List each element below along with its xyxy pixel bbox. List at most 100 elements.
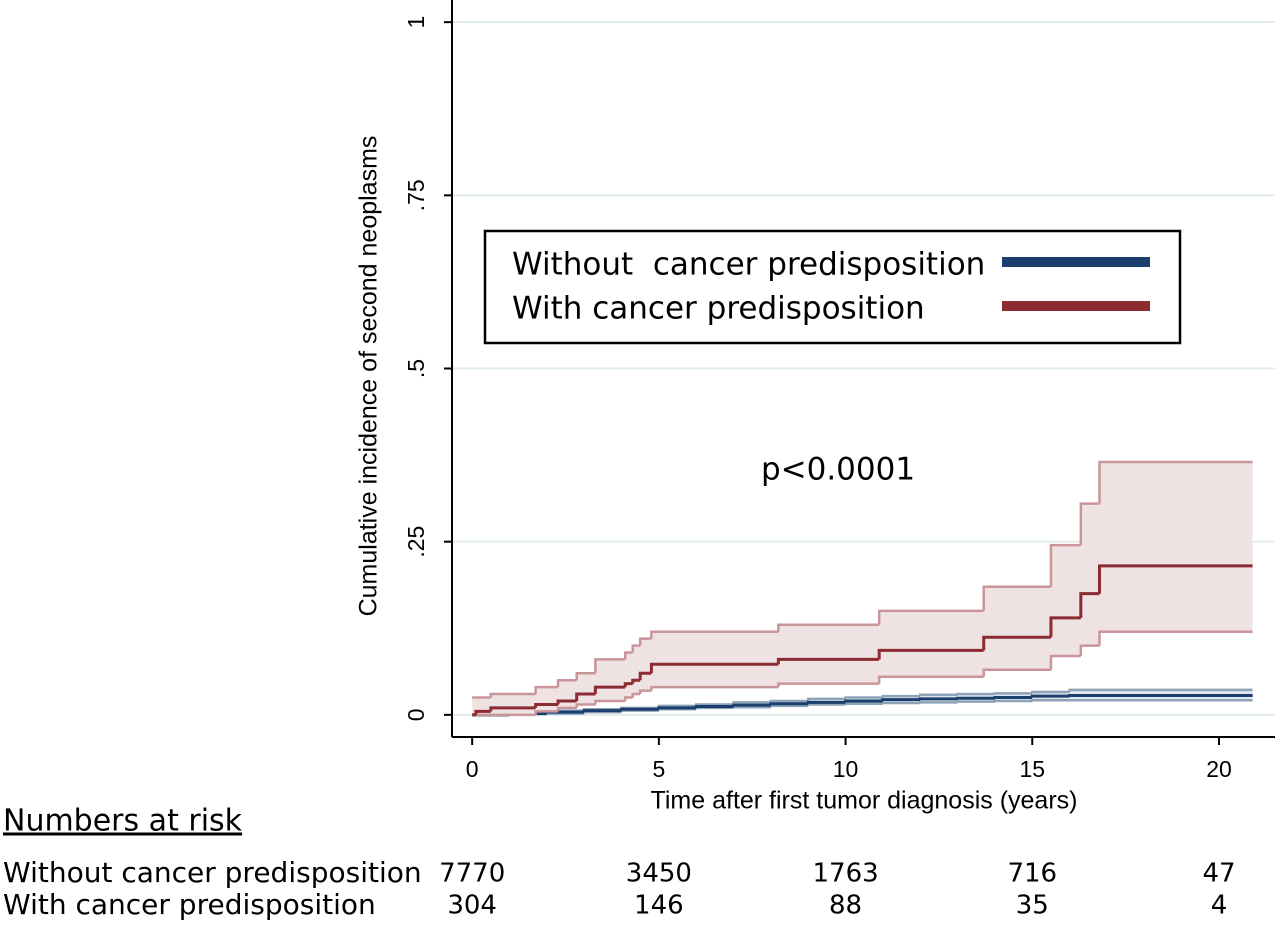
ci-band xyxy=(879,610,984,677)
ci-lower xyxy=(657,708,697,711)
y-tick-label: 0 xyxy=(403,708,429,721)
estimate-line xyxy=(556,699,577,705)
estimate-line xyxy=(649,662,779,674)
ci-lower xyxy=(638,689,652,695)
risk-value: 3450 xyxy=(626,859,692,889)
ci-lower xyxy=(881,701,921,705)
ci-upper xyxy=(982,585,1051,611)
estimate-line xyxy=(623,682,633,688)
y-axis-label: Cumulative incidence of second neoplasms xyxy=(355,136,383,617)
estimate-line xyxy=(769,702,809,706)
y-tick-label: .75 xyxy=(403,179,429,211)
estimate-line xyxy=(806,700,846,704)
x-tick-label: 20 xyxy=(1206,756,1232,782)
estimate-line xyxy=(1079,592,1100,618)
risk-value: 1763 xyxy=(812,859,878,889)
ci-band xyxy=(778,624,880,684)
risk-value: 304 xyxy=(447,891,497,921)
ci-lower xyxy=(694,706,734,710)
estimate-line xyxy=(956,696,995,700)
ci-band xyxy=(651,631,779,688)
ci-lower xyxy=(993,699,1033,703)
risk-table-title: Numbers at risk xyxy=(3,804,243,839)
ci-upper xyxy=(624,651,633,660)
ci-upper xyxy=(956,692,995,696)
ci-lower xyxy=(982,668,1051,677)
ci-upper xyxy=(993,692,1033,695)
ci-band xyxy=(1080,503,1100,646)
ci-lower xyxy=(650,685,779,691)
ci-upper xyxy=(556,678,577,688)
ci-lower xyxy=(877,675,984,684)
ci-lower xyxy=(1098,630,1253,646)
ci-upper xyxy=(1031,690,1070,694)
ci-upper xyxy=(1049,543,1081,587)
estimate-line xyxy=(1097,564,1253,594)
ci-band xyxy=(576,673,596,705)
ci-upper xyxy=(489,692,536,698)
estimate-line xyxy=(1030,694,1070,698)
ci-band xyxy=(625,652,633,698)
ci-lower xyxy=(631,692,641,698)
ci-lower xyxy=(769,704,809,708)
risk-value: 47 xyxy=(1202,859,1235,889)
ci-lower xyxy=(844,702,883,706)
ci-upper xyxy=(1098,460,1253,504)
estimate-line xyxy=(631,678,641,684)
legend-label: With cancer predisposition xyxy=(512,291,925,327)
ci-upper xyxy=(594,658,626,674)
ci-lower xyxy=(777,682,880,688)
ci-lower xyxy=(582,710,622,714)
x-axis-label: Time after first tumor diagnosis (years) xyxy=(651,787,1078,815)
ci-upper xyxy=(650,630,779,639)
ci-lower xyxy=(575,703,596,708)
ci-lower xyxy=(556,706,577,712)
y-tick-label: 1 xyxy=(403,16,429,29)
ci-band xyxy=(1099,462,1253,632)
risk-row-label: Without cancer predisposition xyxy=(3,856,422,889)
estimate-line xyxy=(489,706,536,712)
ci-band xyxy=(595,659,626,701)
ci-upper xyxy=(631,644,641,653)
ci-band xyxy=(640,638,652,691)
x-tick-label: 0 xyxy=(466,756,479,782)
ci-lower xyxy=(732,705,771,709)
ci-lower xyxy=(806,703,846,706)
ci-upper xyxy=(1079,502,1100,546)
annotation: p<0.0001 xyxy=(761,452,915,488)
ci-upper xyxy=(919,693,958,697)
risk-value: 4 xyxy=(1211,891,1228,921)
ci-upper xyxy=(777,623,880,632)
estimate-line xyxy=(620,707,659,711)
estimate-line xyxy=(982,635,1051,651)
risk-value: 88 xyxy=(829,891,862,921)
ci-lower xyxy=(594,699,626,705)
ci-upper xyxy=(877,609,984,625)
estimate-line xyxy=(776,657,880,665)
ci-band xyxy=(490,694,536,715)
risk-value: 7770 xyxy=(439,859,505,889)
risk-value: 146 xyxy=(634,891,684,921)
estimate-line xyxy=(881,698,921,702)
risk-value: 716 xyxy=(1007,859,1057,889)
ci-lower xyxy=(624,696,633,701)
ci-upper xyxy=(575,672,596,681)
ci-upper xyxy=(638,637,652,646)
x-tick-label: 15 xyxy=(1019,756,1045,782)
ci-lower xyxy=(919,701,958,704)
x-tick-label: 5 xyxy=(652,756,665,782)
ci-lower xyxy=(956,700,995,703)
estimate-line xyxy=(474,709,491,715)
estimate-line xyxy=(582,709,622,713)
ci-band xyxy=(1050,545,1081,656)
estimate-line xyxy=(575,692,596,701)
estimate-line xyxy=(1049,616,1081,638)
estimate-line xyxy=(694,705,734,709)
risk-row-label: With cancer predisposition xyxy=(3,888,376,921)
estimate-line xyxy=(918,697,958,701)
ci-band xyxy=(472,697,476,715)
ci-upper xyxy=(881,694,921,698)
estimate-line xyxy=(1068,693,1253,697)
estimate-line xyxy=(877,648,984,660)
ci-upper xyxy=(806,697,846,701)
